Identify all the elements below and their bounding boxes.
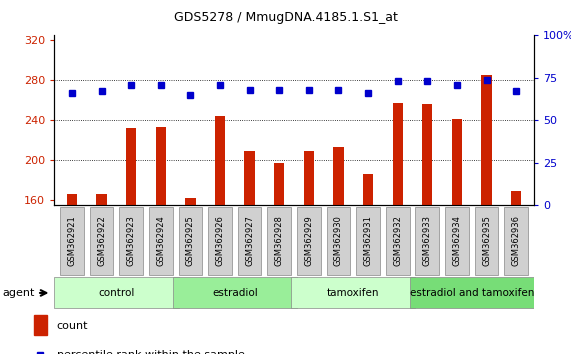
FancyBboxPatch shape: [179, 207, 202, 275]
Bar: [96, 194, 107, 205]
Text: GSM362935: GSM362935: [482, 215, 491, 266]
Bar: [304, 152, 314, 205]
Bar: [244, 152, 255, 205]
Bar: [215, 116, 225, 205]
FancyBboxPatch shape: [149, 207, 172, 275]
FancyBboxPatch shape: [172, 278, 297, 308]
Text: estradiol and tamoxifen: estradiol and tamoxifen: [409, 288, 534, 298]
Text: tamoxifen: tamoxifen: [327, 288, 380, 298]
Text: control: control: [98, 288, 135, 298]
Bar: [333, 147, 344, 205]
FancyBboxPatch shape: [60, 207, 84, 275]
Bar: [363, 174, 373, 205]
Text: GSM362931: GSM362931: [364, 215, 373, 266]
Bar: [67, 194, 77, 205]
Text: GDS5278 / MmugDNA.4185.1.S1_at: GDS5278 / MmugDNA.4185.1.S1_at: [174, 11, 397, 24]
FancyBboxPatch shape: [409, 278, 534, 308]
Bar: [422, 104, 432, 205]
FancyBboxPatch shape: [119, 207, 143, 275]
Text: GSM362930: GSM362930: [334, 215, 343, 266]
Bar: [156, 127, 166, 205]
Text: percentile rank within the sample: percentile rank within the sample: [57, 350, 245, 354]
FancyBboxPatch shape: [327, 207, 351, 275]
FancyBboxPatch shape: [238, 207, 262, 275]
FancyBboxPatch shape: [356, 207, 380, 275]
FancyBboxPatch shape: [291, 278, 416, 308]
Text: estradiol: estradiol: [212, 288, 258, 298]
FancyBboxPatch shape: [90, 207, 114, 275]
Text: agent: agent: [3, 288, 35, 298]
FancyBboxPatch shape: [475, 207, 498, 275]
Bar: [274, 163, 284, 205]
FancyBboxPatch shape: [297, 207, 321, 275]
Text: GSM362936: GSM362936: [512, 215, 521, 266]
Bar: [126, 129, 136, 205]
FancyBboxPatch shape: [445, 207, 469, 275]
Text: GSM362932: GSM362932: [393, 215, 402, 266]
Bar: [34, 315, 47, 335]
Bar: [452, 119, 462, 205]
Text: GSM362922: GSM362922: [97, 215, 106, 266]
FancyBboxPatch shape: [386, 207, 409, 275]
Text: GSM362924: GSM362924: [156, 215, 166, 266]
Text: count: count: [57, 321, 89, 331]
FancyBboxPatch shape: [54, 278, 179, 308]
Bar: [481, 75, 492, 205]
Text: GSM362927: GSM362927: [245, 215, 254, 266]
Text: GSM362925: GSM362925: [186, 215, 195, 266]
Text: GSM362928: GSM362928: [275, 215, 284, 266]
FancyBboxPatch shape: [504, 207, 528, 275]
FancyBboxPatch shape: [267, 207, 291, 275]
FancyBboxPatch shape: [416, 207, 439, 275]
Text: GSM362933: GSM362933: [423, 215, 432, 266]
Text: GSM362926: GSM362926: [215, 215, 224, 266]
Bar: [511, 191, 521, 205]
Text: GSM362921: GSM362921: [67, 215, 77, 266]
FancyBboxPatch shape: [208, 207, 232, 275]
Text: GSM362934: GSM362934: [452, 215, 461, 266]
Bar: [185, 198, 196, 205]
Text: GSM362929: GSM362929: [304, 215, 313, 266]
Bar: [392, 103, 403, 205]
Text: GSM362923: GSM362923: [127, 215, 136, 266]
